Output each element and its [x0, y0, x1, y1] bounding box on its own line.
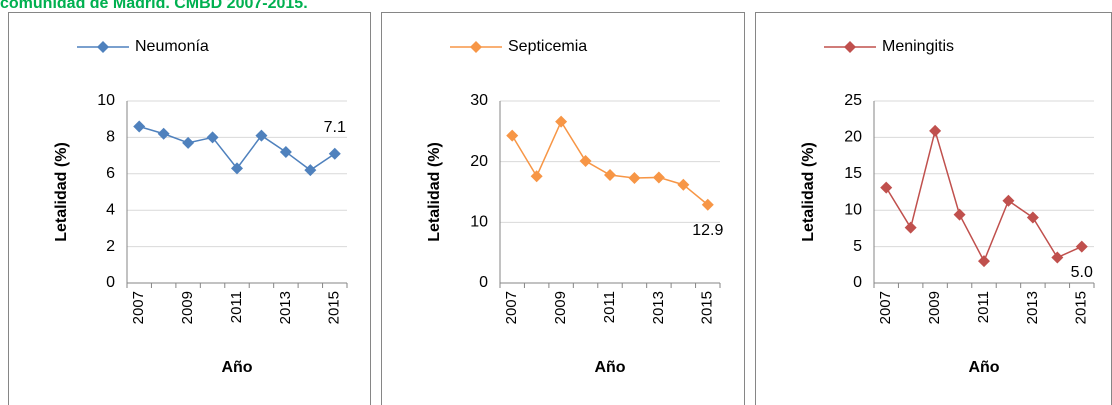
data-label: 5.0 — [1071, 264, 1093, 281]
x-tick-label: 2015 — [699, 291, 716, 324]
x-axis-title: Año — [221, 359, 252, 376]
point — [530, 170, 543, 183]
legend-marker — [470, 41, 482, 53]
point — [1075, 240, 1088, 253]
x-tick-label: 2013 — [650, 291, 667, 324]
y-axis-title: Letalidad (%) — [53, 142, 70, 242]
x-axis-title: Año — [594, 359, 625, 376]
y-tick-label: 5 — [853, 238, 862, 255]
y-tick-label: 10 — [844, 201, 862, 218]
point — [133, 120, 146, 133]
y-tick-label: 10 — [97, 92, 115, 109]
y-tick-label: 30 — [470, 92, 488, 109]
y-tick-label: 25 — [844, 92, 862, 109]
x-tick-label: 2007 — [130, 291, 147, 324]
point — [1002, 194, 1015, 207]
point — [978, 255, 990, 268]
point — [206, 131, 219, 144]
x-tick-label: 2015 — [326, 291, 343, 324]
point — [604, 169, 616, 182]
point — [652, 171, 665, 184]
point — [304, 164, 317, 177]
x-tick-label: 2007 — [877, 291, 894, 324]
point — [231, 162, 243, 175]
y-tick-label: 2 — [106, 238, 115, 255]
point — [929, 124, 942, 137]
y-tick-label: 10 — [470, 214, 488, 231]
x-tick-label: 2007 — [503, 291, 520, 324]
point — [328, 147, 341, 160]
y-tick-label: 0 — [479, 274, 488, 291]
y-axis-title: Letalidad (%) — [800, 142, 817, 242]
point — [579, 155, 592, 168]
point — [555, 115, 568, 128]
y-axis-title: Letalidad (%) — [426, 142, 443, 242]
legend-label: Neumonía — [135, 38, 209, 55]
x-tick-label: 2009 — [926, 291, 943, 324]
legend-label: Meningitis — [882, 38, 954, 55]
point — [953, 208, 966, 221]
point — [506, 129, 519, 142]
data-label: 12.9 — [692, 222, 723, 239]
point — [904, 221, 917, 234]
chart-panel: 0 10 20 30 2007 2009 2011 2013 2015 12.9 Septicemi… — [381, 12, 745, 405]
point — [279, 145, 292, 158]
point — [880, 181, 893, 194]
x-tick-label: 2013 — [277, 291, 294, 324]
data-label: 7.1 — [324, 119, 346, 136]
legend-marker — [97, 41, 109, 53]
chart-panel: 0 2 4 6 8 10 2007 2009 2011 2013 2015 7.1 Neumonía Le… — [8, 12, 371, 405]
x-tick-label: 2011 — [601, 291, 618, 323]
x-tick-label: 2009 — [552, 291, 569, 324]
point — [157, 127, 170, 140]
chart-panel: 0 5 10 15 20 25 2007 2009 2011 2013 2015 5.0 Meningi… — [755, 12, 1112, 405]
x-tick-label: 2013 — [1024, 291, 1041, 324]
point — [677, 178, 690, 191]
legend-label: Septicemia — [508, 38, 587, 55]
point — [255, 129, 268, 142]
x-tick-label: 2015 — [1073, 291, 1090, 324]
y-tick-label: 15 — [844, 165, 862, 182]
x-tick-label: 2009 — [179, 291, 196, 324]
y-tick-label: 6 — [106, 165, 115, 182]
panel-border — [381, 12, 745, 405]
y-tick-label: 8 — [106, 129, 115, 146]
point — [182, 136, 195, 149]
panel-border — [755, 12, 1112, 405]
x-axis-title: Año — [968, 359, 999, 376]
x-tick-label: 2011 — [975, 291, 992, 323]
y-tick-label: 20 — [844, 129, 862, 146]
x-tick-label: 2011 — [228, 291, 245, 323]
y-tick-label: 0 — [853, 274, 862, 291]
point — [701, 198, 714, 211]
point — [628, 172, 641, 185]
page-title: comunidad de Madrid. CMBD 2007-2015. — [0, 0, 308, 12]
legend-marker — [844, 41, 856, 53]
point — [1051, 251, 1064, 264]
point — [1026, 211, 1039, 224]
y-tick-label: 0 — [106, 274, 115, 291]
y-tick-label: 4 — [106, 201, 115, 218]
y-tick-label: 20 — [470, 153, 488, 170]
panel-border — [8, 12, 371, 405]
